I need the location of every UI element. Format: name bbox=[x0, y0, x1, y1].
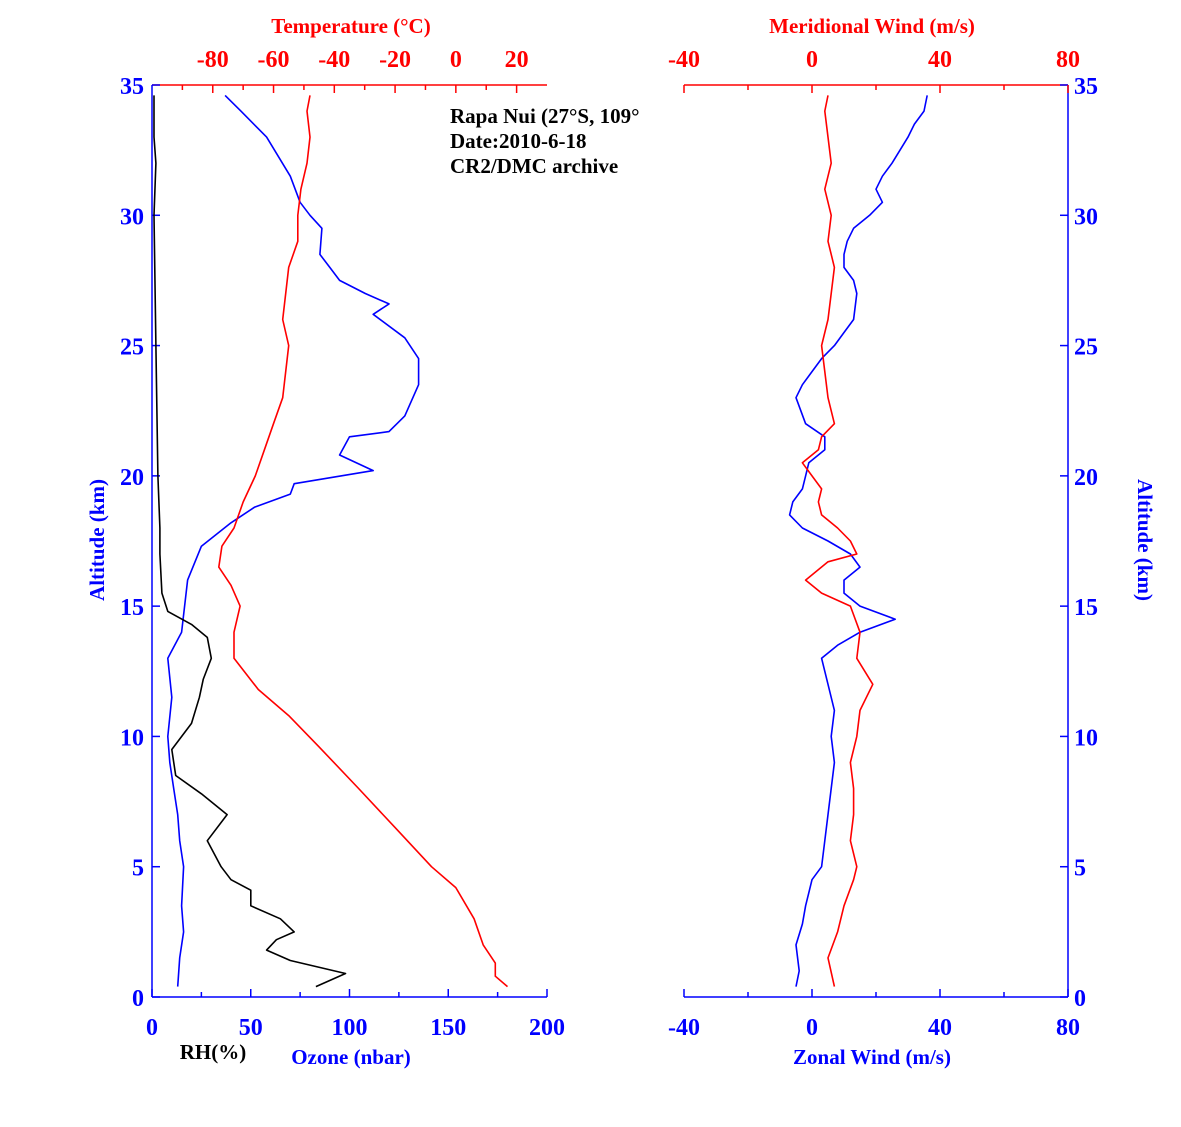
left-top-tick-label: -20 bbox=[379, 47, 411, 73]
left-altitude-tick-label: 20 bbox=[120, 465, 144, 491]
right-altitude-tick-label: 15 bbox=[1074, 595, 1098, 621]
ozone-axis-title: Ozone (nbar) bbox=[291, 1045, 411, 1069]
left-altitude-tick-label: 10 bbox=[120, 725, 144, 751]
meridional-wind-axis-title: Meridional Wind (m/s) bbox=[769, 14, 975, 38]
right-altitude-tick-label: 35 bbox=[1074, 74, 1098, 100]
left-altitude-tick-label: 15 bbox=[120, 595, 144, 621]
right-altitude-tick-label: 30 bbox=[1074, 204, 1098, 230]
left-altitude-tick-label: 5 bbox=[132, 856, 144, 882]
left-series-temperature-c bbox=[218, 95, 509, 988]
right-bottom-tick-label: -40 bbox=[668, 1015, 700, 1041]
left-bottom-tick-label: 200 bbox=[529, 1015, 565, 1041]
left-top-tick-label: 20 bbox=[505, 47, 529, 73]
right-series-zonal-wind-m-s bbox=[788, 95, 928, 987]
right-altitude-tick-label: 25 bbox=[1074, 335, 1098, 361]
right-altitude-tick-label: 10 bbox=[1074, 725, 1098, 751]
right-bottom-tick-label: 0 bbox=[806, 1015, 818, 1041]
left-bottom-tick-label: 150 bbox=[430, 1015, 466, 1041]
annotation-station: Rapa Nui (27°S, 109° bbox=[450, 104, 640, 128]
right-altitude-tick-label: 20 bbox=[1074, 465, 1098, 491]
left-top-tick-label: -80 bbox=[197, 47, 229, 73]
annotation-date: Date:2010-6-18 bbox=[450, 129, 586, 153]
left-bottom-tick-label: 0 bbox=[146, 1015, 158, 1041]
right-top-tick-label: 80 bbox=[1056, 47, 1080, 73]
annotation-archive: CR2/DMC archive bbox=[450, 154, 618, 178]
left-altitude-tick-label: 35 bbox=[120, 74, 144, 100]
right-top-tick-label: -40 bbox=[668, 47, 700, 73]
left-series-ozone-nbar bbox=[167, 94, 420, 987]
right-altitude-tick-label: 5 bbox=[1074, 856, 1086, 882]
left-altitude-tick-label: 30 bbox=[120, 204, 144, 230]
temperature-axis-title: Temperature (°C) bbox=[271, 14, 430, 38]
left-altitude-tick-label: 0 bbox=[132, 986, 144, 1012]
left-altitude-axis-title: Altitude (km) bbox=[85, 479, 109, 601]
right-top-tick-label: 0 bbox=[806, 47, 818, 73]
left-top-tick-label: 0 bbox=[450, 47, 462, 73]
left-series-rh bbox=[153, 95, 347, 988]
zonal-wind-axis-title: Zonal Wind (m/s) bbox=[793, 1045, 951, 1069]
left-bottom-tick-label: 100 bbox=[332, 1015, 368, 1041]
right-altitude-axis-title: Altitude (km) bbox=[1133, 479, 1157, 601]
left-altitude-tick-label: 25 bbox=[120, 335, 144, 361]
right-series-meridional-wind-m-s bbox=[801, 95, 874, 987]
left-top-tick-label: -60 bbox=[258, 47, 290, 73]
left-bottom-tick-label: 50 bbox=[239, 1015, 263, 1041]
right-altitude-tick-label: 0 bbox=[1074, 986, 1086, 1012]
right-bottom-tick-label: 80 bbox=[1056, 1015, 1080, 1041]
left-top-tick-label: -40 bbox=[318, 47, 350, 73]
right-top-tick-label: 40 bbox=[928, 47, 952, 73]
right-bottom-tick-label: 40 bbox=[928, 1015, 952, 1041]
rh-axis-title: RH(%) bbox=[180, 1040, 247, 1064]
